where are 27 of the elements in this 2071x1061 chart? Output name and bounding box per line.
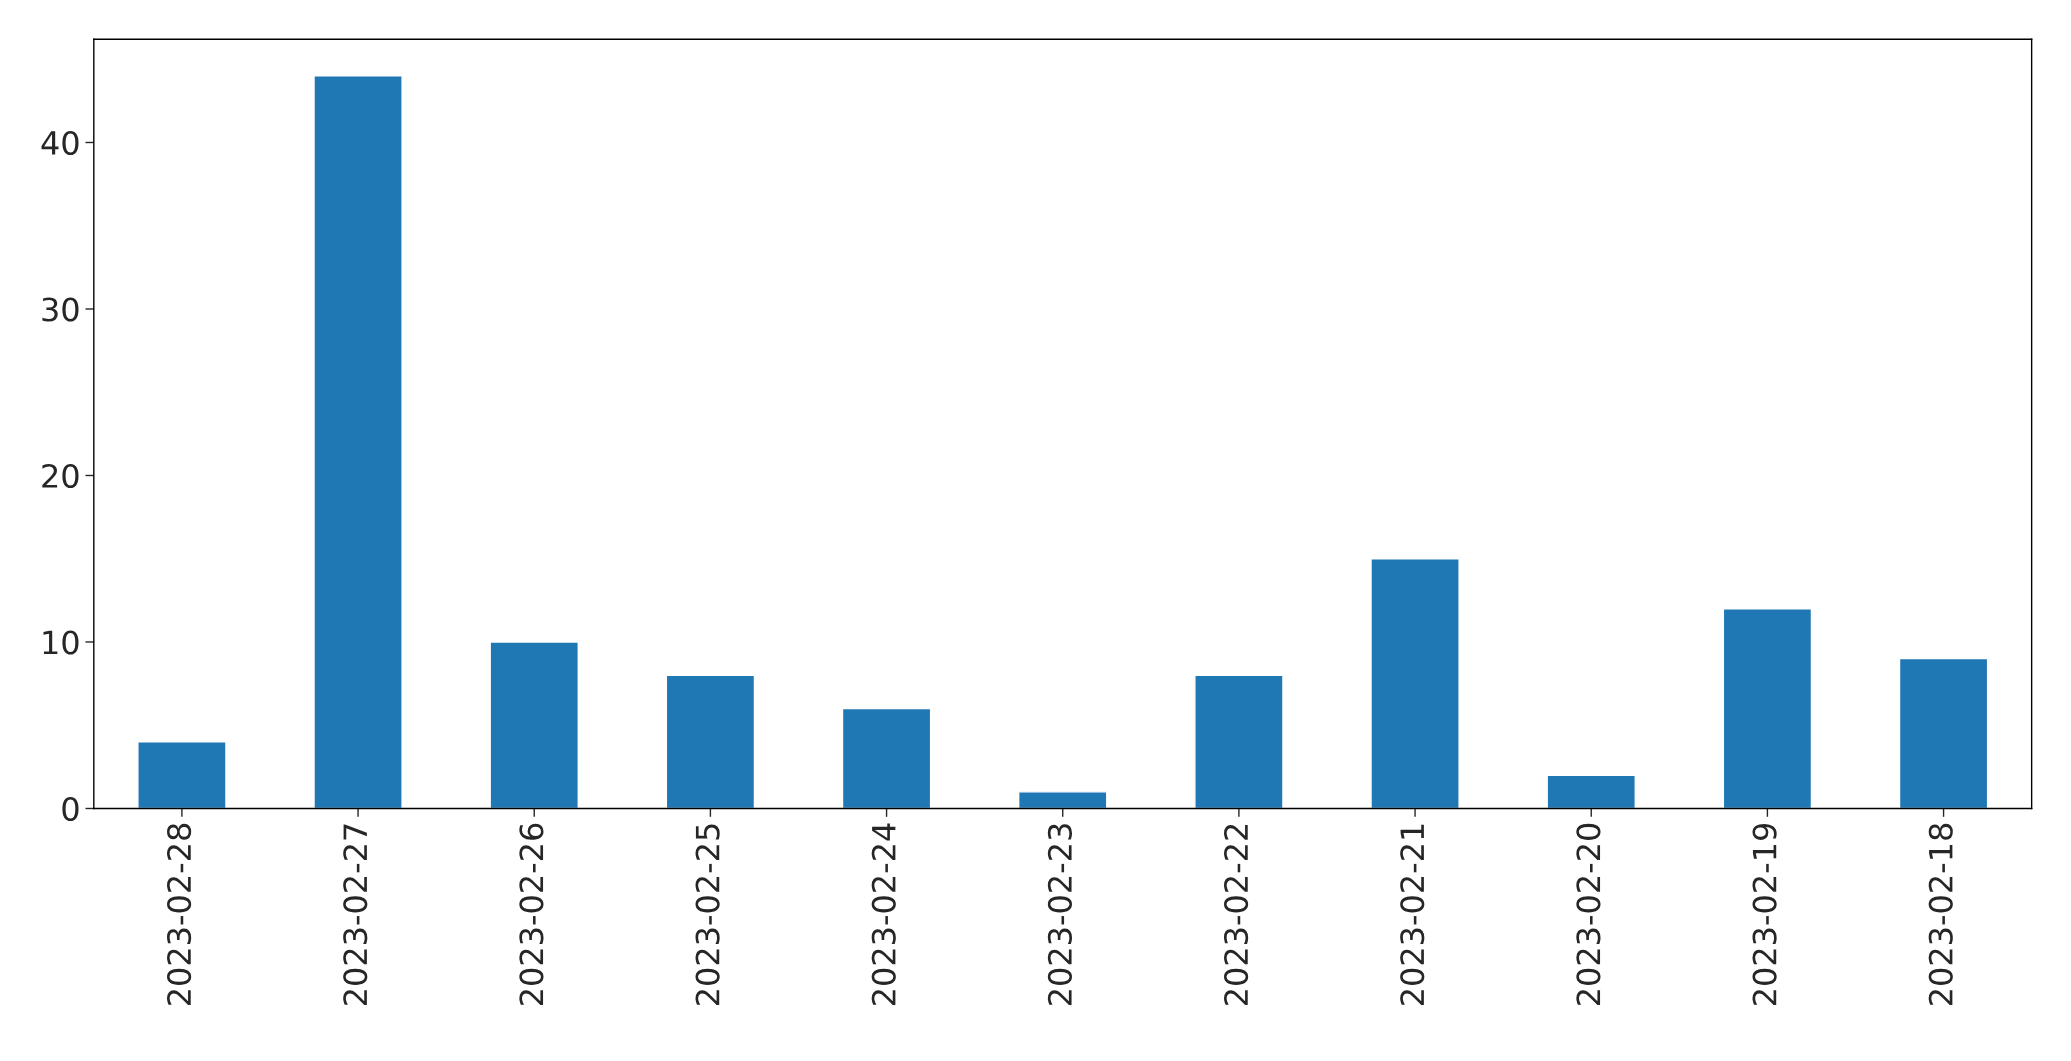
- x-tick-label: 2023-02-26: [519, 823, 544, 1005]
- bar: [1546, 774, 1636, 809]
- bar: [841, 707, 932, 809]
- bar: [665, 674, 756, 809]
- bar: [1017, 791, 1108, 809]
- bar: [1194, 674, 1284, 809]
- x-tick-label: 2023-02-20: [1576, 823, 1601, 1005]
- bar: [1722, 607, 1813, 809]
- y-tick-label: 20: [42, 463, 79, 489]
- x-tick-label: 2023-02-27: [343, 824, 368, 1005]
- bar: [137, 741, 227, 809]
- y-tick-label: 30: [42, 297, 79, 322]
- bar: [1370, 558, 1460, 809]
- x-tick-label: 2023-02-25: [695, 824, 720, 1005]
- bar: [1898, 657, 1989, 809]
- x-tick-label: 2023-02-18: [1928, 823, 1953, 1005]
- x-tick-label: 2023-02-24: [871, 823, 896, 1005]
- bar: [313, 75, 403, 809]
- x-tick-label: 2023-02-23: [1047, 824, 1072, 1005]
- x-tick-label: 2023-02-22: [1224, 824, 1249, 1005]
- y-tick-label: 40: [41, 130, 79, 156]
- bar: [489, 641, 579, 809]
- x-tick-label: 2023-02-21: [1400, 824, 1425, 1005]
- x-tick-label: 2023-02-19: [1752, 823, 1777, 1005]
- y-tick-label: 0: [62, 796, 79, 822]
- x-tick-label: 2023-02-28: [167, 823, 192, 1005]
- y-tick-label: 10: [43, 630, 79, 655]
